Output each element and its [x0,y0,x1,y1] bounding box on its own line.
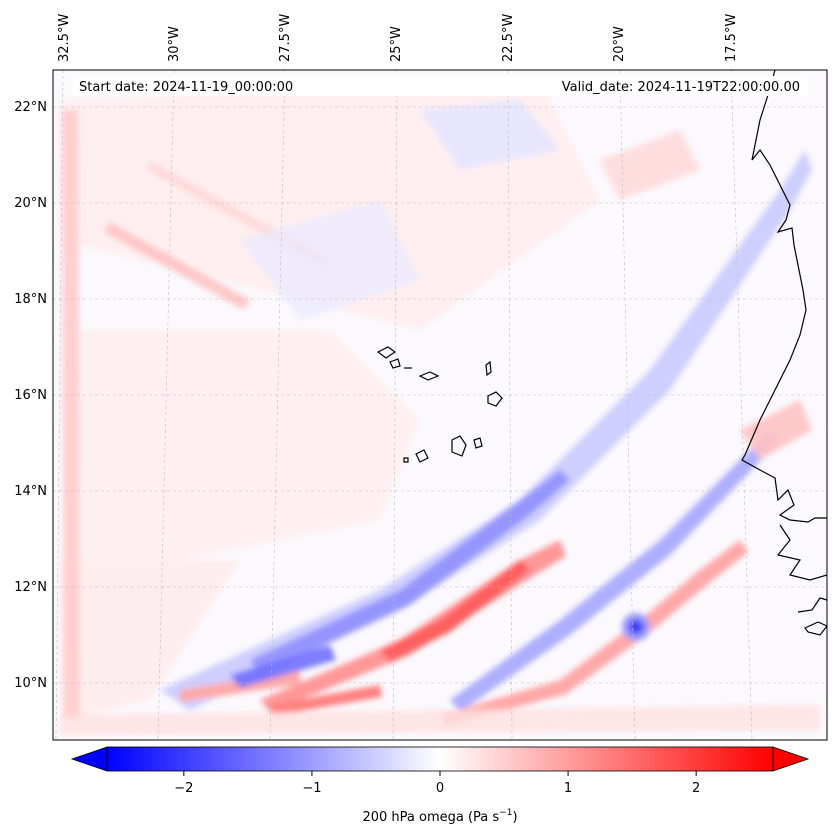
colorbar-label: 200 hPa omega (Pa s−1) [362,808,517,825]
lon-label: 32.5°W [57,14,72,62]
map-frame [52,69,828,741]
lon-label: 27.5°W [278,14,293,62]
lon-label: 22.5°W [501,14,516,62]
colorbar-extend-high [772,746,810,772]
lon-label: 25°W [389,26,404,62]
lon-label: 20°W [612,26,627,62]
lat-tick-labels: 22°N 20°N 18°N 16°N 14°N 12°N 10°N [14,100,47,691]
lat-label: 22°N [14,100,47,115]
lat-label: 14°N [14,484,47,499]
lat-gridlines [53,106,827,684]
colorbar-tick-label: 1 [564,781,572,796]
lon-label: 17.5°W [724,14,739,62]
lon-tick-labels: 32.5°W 30°W 27.5°W 25°W 22.5°W 20°W 17.5… [57,14,739,62]
lat-label: 16°N [14,388,47,403]
colorbar-extend-low [70,746,108,772]
map-panel: Start date: 2024-11-19_00:00:00 Valid_da… [52,69,828,741]
colorbar-tick-label: −1 [302,781,321,796]
lat-label: 20°N [14,196,47,211]
cape-verde-islands [376,346,397,359]
colorbar-tick-label: 0 [436,781,444,796]
start-date-text: Start date: 2024-11-19_00:00:00 [79,80,293,95]
lat-label: 10°N [14,676,47,691]
lon-label: 30°W [167,26,182,62]
colorbar: −2 −1 0 1 2 200 hPa omega (Pa s−1) [70,746,810,825]
valid-date-text: Valid_date: 2024-11-19T22:00:00.00 [562,80,800,95]
lon-gridlines [55,70,753,740]
coastlines [376,70,827,636]
colorbar-ticks: −2 −1 0 1 2 [174,771,700,796]
colorbar-tick-label: −2 [174,781,193,796]
colorbar-gradient [106,746,774,772]
omega-field [60,80,820,735]
lat-label: 12°N [14,580,47,595]
africa-coastline [741,70,827,523]
lat-label: 18°N [14,292,47,307]
annotation-box [72,76,808,96]
colorbar-tick-label: 2 [692,781,700,796]
